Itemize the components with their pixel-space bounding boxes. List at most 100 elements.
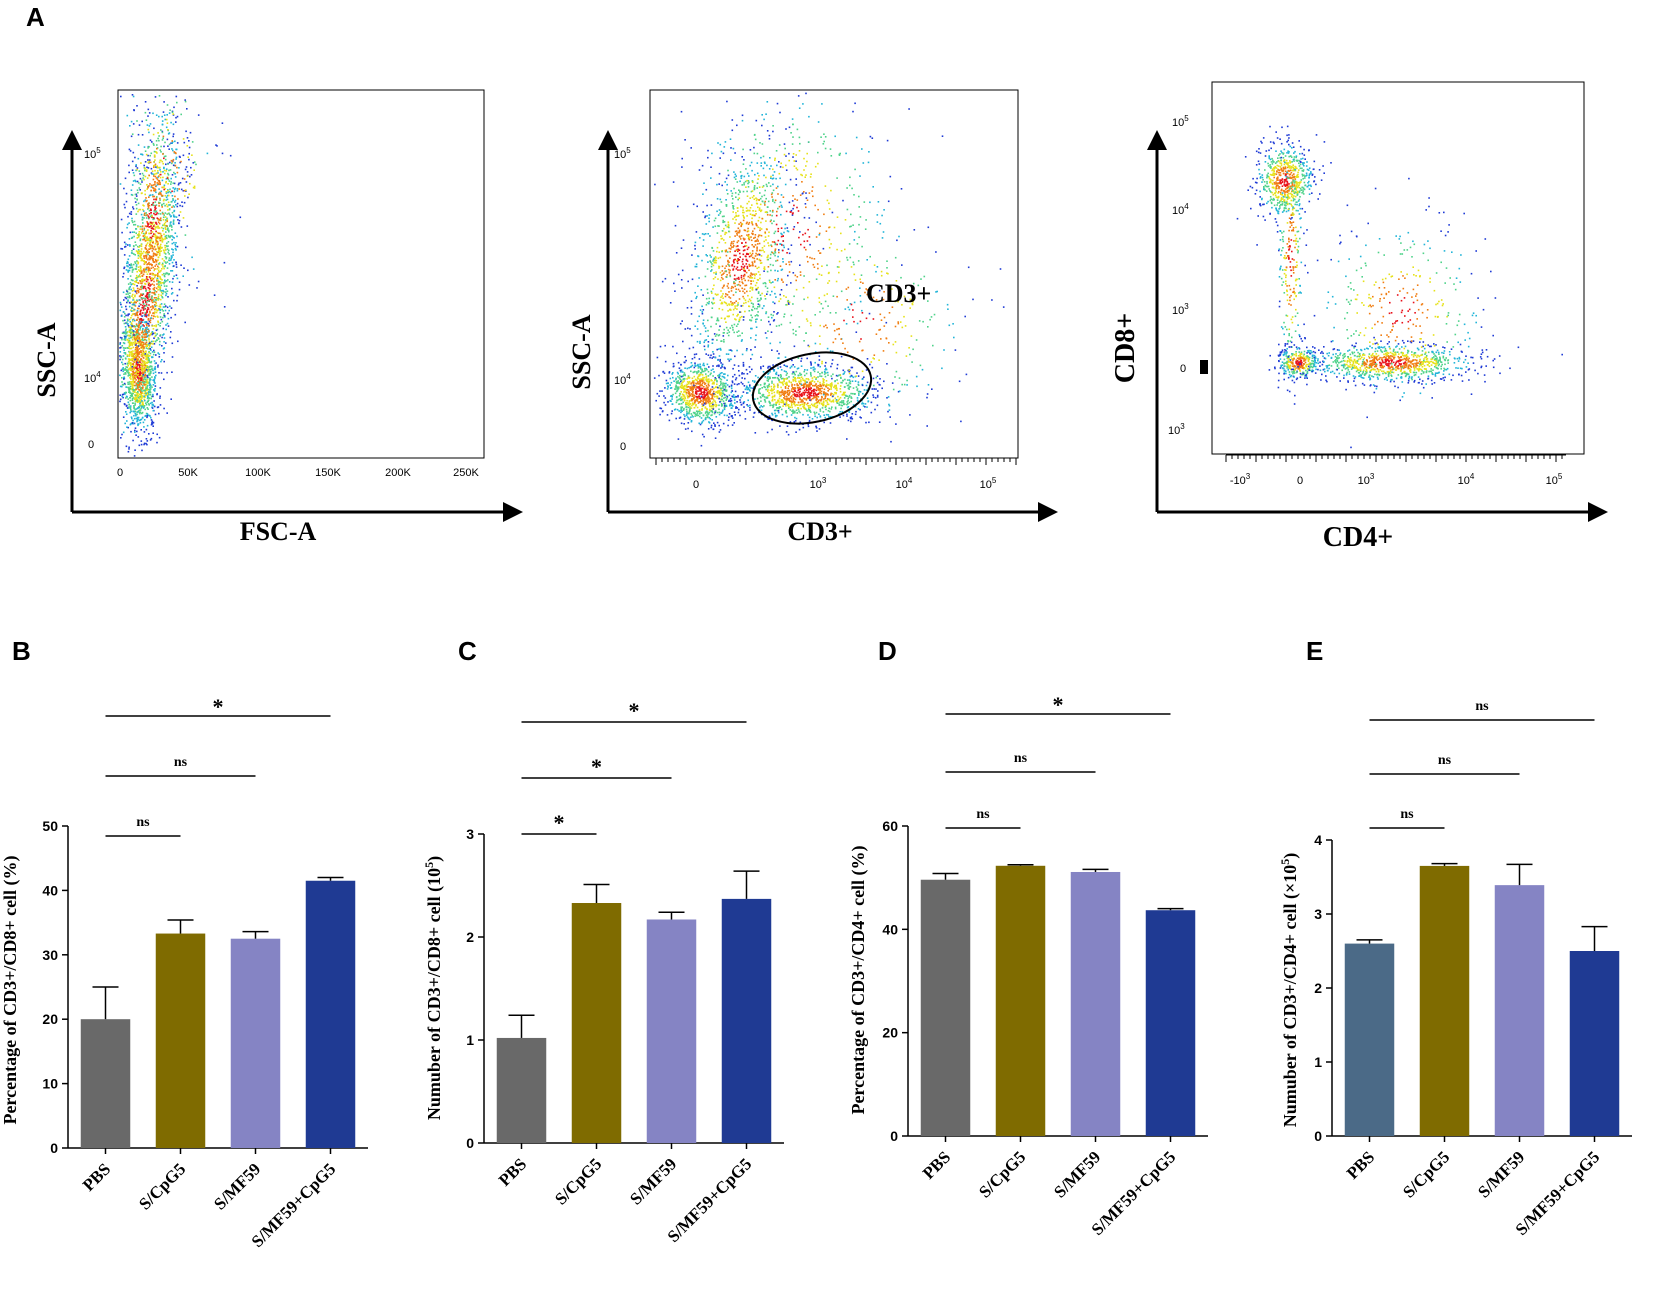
flow-event-dot	[718, 424, 720, 427]
flow-event-dot	[835, 384, 837, 387]
flow-event-dot	[779, 374, 782, 376]
flow-event-dot	[154, 268, 156, 270]
flow-event-dot	[122, 431, 125, 434]
flow-event-dot	[695, 388, 697, 391]
flow-event-dot	[733, 411, 736, 413]
flow-event-dot	[811, 377, 814, 379]
flow-event-dot	[148, 404, 150, 406]
flow-event-dot	[831, 362, 833, 365]
flow-event-dot	[792, 396, 795, 399]
flow-event-dot	[797, 384, 800, 387]
flow-event-dot	[193, 161, 196, 163]
flow-event-dot	[133, 405, 135, 407]
flow-event-dot	[142, 339, 145, 342]
flow-event-dot	[131, 184, 134, 186]
flow-event-dot	[162, 316, 164, 319]
flow-event-dot	[711, 388, 714, 391]
flow-event-dot	[164, 256, 167, 258]
flow-event-dot	[704, 407, 707, 409]
flow-event-dot	[786, 400, 788, 402]
flow-event-dot	[131, 293, 134, 296]
flow-event-dot	[179, 204, 181, 207]
flow-event-dot	[689, 408, 691, 411]
flow-event-dot	[134, 290, 137, 292]
flow-event-dot	[136, 360, 138, 363]
flow-event-dot	[835, 386, 837, 388]
flow-event-dot	[188, 158, 190, 161]
flow-event-dot	[157, 316, 159, 318]
flow-event-dot	[686, 395, 689, 397]
flow-event-dot	[683, 395, 686, 397]
flow-event-dot	[134, 352, 137, 354]
flow-event-dot	[127, 283, 130, 285]
flow-event-dot	[162, 212, 164, 215]
flow-event-dot	[740, 396, 742, 399]
flow-event-dot	[127, 324, 130, 327]
flow-event-dot	[170, 316, 172, 319]
flow-event-dot	[136, 374, 139, 376]
flow-event-dot	[705, 402, 708, 404]
flow-event-dot	[802, 387, 804, 389]
flow-event-dot	[174, 232, 177, 234]
flow-event-dot	[137, 191, 139, 194]
flow-event-dot	[125, 411, 127, 413]
flow-event-dot	[686, 416, 689, 418]
flow-event-dot	[834, 397, 837, 400]
flow-event-dot	[163, 214, 165, 216]
flow-event-dot	[158, 372, 160, 374]
flow-event-dot	[134, 262, 137, 264]
flow-event-dot	[164, 253, 167, 255]
flow-event-dot	[149, 319, 152, 321]
flow-event-dot	[139, 312, 142, 315]
flow-event-dot	[137, 307, 139, 310]
flow-event-dot	[724, 373, 726, 375]
flow-event-dot	[798, 428, 801, 431]
flow-event-dot	[136, 260, 138, 262]
flow-event-dot	[801, 395, 803, 397]
flow-event-dot	[162, 348, 165, 350]
flow-event-dot	[857, 400, 859, 402]
flow-event-dot	[125, 397, 127, 399]
flow-event-dot	[711, 357, 713, 359]
flow-event-dot	[153, 312, 156, 315]
flow-event-dot	[167, 133, 170, 135]
flow-event-dot	[137, 282, 140, 284]
flow-event-dot	[191, 256, 193, 259]
flow-event-dot	[145, 336, 147, 338]
flow-event-dot	[173, 188, 176, 191]
flow-event-dot	[818, 359, 821, 361]
flow-event-dot	[773, 395, 776, 398]
flow-event-dot	[144, 161, 147, 163]
flow-event-dot	[702, 379, 705, 381]
flow-event-dot	[720, 382, 722, 385]
flow-event-dot	[130, 288, 132, 291]
flow-event-dot	[821, 383, 824, 385]
flow-event-dot	[148, 339, 150, 341]
flow-event-dot	[699, 413, 701, 415]
flow-event-dot	[733, 396, 736, 399]
flow-event-dot	[138, 368, 140, 370]
flow-event-dot	[724, 385, 727, 388]
flow-event-dot	[171, 261, 174, 264]
flow-event-dot	[129, 275, 132, 277]
flow-event-dot	[808, 385, 811, 387]
flow-event-dot	[799, 382, 801, 385]
flow-event-dot	[668, 419, 671, 422]
flow-event-dot	[141, 321, 144, 323]
flow-event-dot	[127, 323, 129, 325]
flow-event-dot	[786, 382, 788, 385]
flow-event-dot	[130, 362, 132, 364]
flow-event-dot	[697, 410, 700, 413]
flow-event-dot	[151, 296, 153, 298]
flow-event-dot	[136, 105, 138, 107]
flow-event-dot	[872, 396, 875, 398]
flow-event-dot	[721, 363, 724, 366]
flow-event-dot	[774, 414, 777, 417]
flow-event-dot	[811, 379, 814, 382]
flow-event-dot	[679, 374, 681, 377]
flow-event-dot	[176, 294, 179, 297]
flow-event-dot	[170, 331, 172, 333]
flow-event-dot	[799, 421, 802, 424]
flow-event-dot	[776, 383, 779, 385]
flow-event-dot	[790, 400, 793, 402]
